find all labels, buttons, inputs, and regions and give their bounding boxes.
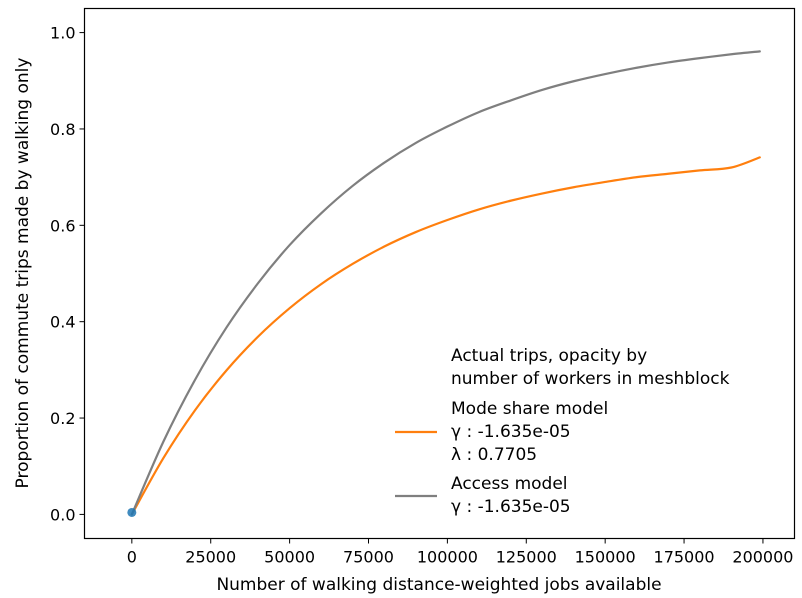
x-tick-label: 75000 [343,548,394,567]
scatter-point [127,507,137,517]
axes-frame [83,7,796,540]
access-model-line [130,50,761,516]
legend-access-label-line2: γ : -1.635e-05 [451,497,571,517]
y-axis-label: Proportion of commute trips made by walk… [13,58,33,489]
x-tick-label: 150000 [575,548,636,567]
legend-scatter-label-line1: Actual trips, opacity by [451,346,647,366]
y-axis-ticks: 0.0 0.2 0.4 0.6 0.8 1.0 [50,24,85,524]
legend-mode-share-label-line2: γ : -1.635e-05 [451,422,571,442]
legend: Actual trips, opacity by number of worke… [395,346,730,517]
y-tick-label: 0.8 [50,120,75,139]
x-tick-label: 50000 [264,548,315,567]
legend-access-label-line1: Access model [451,474,568,494]
y-tick-label: 0.4 [50,313,75,332]
x-tick-label: 175000 [654,548,715,567]
scatter-points [127,507,137,517]
y-tick-label: 0.6 [50,216,75,235]
x-tick-label: 125000 [496,548,557,567]
x-tick-label: 0 [127,548,137,567]
x-tick-label: 100000 [417,548,478,567]
legend-scatter-label-line2: number of workers in meshblock [451,369,730,389]
mode-share-model-line [130,156,761,516]
x-axis-ticks: 0 25000 50000 75000 100000 125000 150000 175000… [127,538,793,567]
y-tick-label: 0.0 [50,505,75,524]
y-tick-label: 0.2 [50,409,75,428]
legend-mode-share-label-line1: Mode share model [451,399,608,419]
x-tick-label: 25000 [185,548,236,567]
legend-mode-share-label-line3: λ : 0.7705 [451,445,537,465]
x-axis-label: Number of walking distance-weighted jobs… [216,575,661,595]
series-lines [130,50,761,516]
x-tick-label: 200000 [732,548,793,567]
y-tick-label: 1.0 [50,24,75,43]
